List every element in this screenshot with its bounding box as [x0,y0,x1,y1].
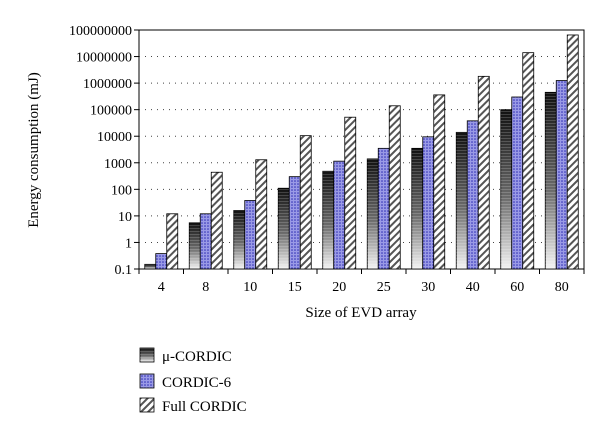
bar-gradient-dark-texture [411,148,423,269]
y-axis-ticks: 100000000 10000000 1000000 100000 10000 1000 1… [69,24,139,278]
bar-gradient-dark-texture [322,171,334,269]
bar-gradient-dark-texture [278,188,290,269]
bar-diagonal-hatch [210,171,223,270]
legend: μ-CORDIC CORDIC-6 Full CORDIC [139,347,247,415]
y-axis-title: Energy consumption (mJ) [26,72,42,228]
legend-label: μ-CORDIC [162,349,232,365]
y-tick-label: 1 [125,236,132,251]
x-tick-label: 10 [243,280,257,295]
bar-diagonal-hatch [522,52,535,270]
bar-gradient-dark-texture [233,210,245,269]
bar-blue-dotted [155,253,168,270]
bar-gradient-dark-texture [189,222,201,269]
bar-diagonal-hatch [255,159,268,270]
bar-blue-dotted [244,200,257,270]
bar-blue-dotted [199,213,212,270]
bar-diagonal-hatch [477,75,490,270]
bars [144,34,579,270]
bar-diagonal-hatch [299,135,312,270]
x-tick-label: 80 [555,280,569,295]
bar-gradient-dark-texture [367,158,379,269]
y-tick-label: 10000 [97,130,132,145]
y-tick-label: 100000 [90,104,132,119]
x-axis-ticks: 4 8 10 15 20 25 30 40 60 80 [138,269,585,295]
x-tick-label: 20 [332,280,346,295]
x-tick-label: 30 [421,280,435,295]
bar-diagonal-hatch [433,94,446,270]
x-tick-label: 15 [288,280,302,295]
legend-swatch [139,373,155,389]
y-tick-label: 100 [111,183,132,198]
y-tick-label: 0.1 [115,263,133,278]
bar-diagonal-hatch [166,213,179,270]
y-tick-label: 10000000 [76,51,132,66]
gridlines [139,56,584,243]
bar-diagonal-hatch [388,105,401,270]
bar-gradient-dark-texture [545,92,557,269]
legend-label: Full CORDIC [162,399,247,415]
x-tick-label: 4 [158,280,165,295]
bar-blue-dotted [555,80,568,270]
legend-label: CORDIC-6 [162,375,232,391]
bar-gradient-dark-texture [500,109,512,270]
bar-blue-dotted [333,160,346,270]
y-tick-label: 100000000 [69,24,132,39]
bar-blue-dotted [466,120,479,270]
x-tick-label: 8 [202,280,209,295]
plot-area: 100000000 10000000 1000000 100000 10000 1000 1… [69,24,585,295]
legend-swatch [139,397,155,413]
y-tick-label: 1000000 [83,77,132,92]
bar-blue-dotted [377,147,390,270]
bar-blue-dotted [288,176,301,270]
bar-blue-dotted [511,96,524,270]
bar-diagonal-hatch [344,116,357,270]
x-tick-label: 40 [466,280,480,295]
x-tick-label: 60 [510,280,524,295]
bar-blue-dotted [422,136,435,270]
y-tick-label: 10 [118,210,132,225]
bar-diagonal-hatch [566,34,579,270]
y-tick-label: 1000 [104,157,132,172]
x-axis-title: Size of EVD array [305,305,417,321]
bar-gradient-dark-texture [144,264,156,269]
legend-swatch-texture [140,348,154,362]
x-tick-label: 25 [377,280,391,295]
bar-gradient-dark-texture [456,132,468,269]
